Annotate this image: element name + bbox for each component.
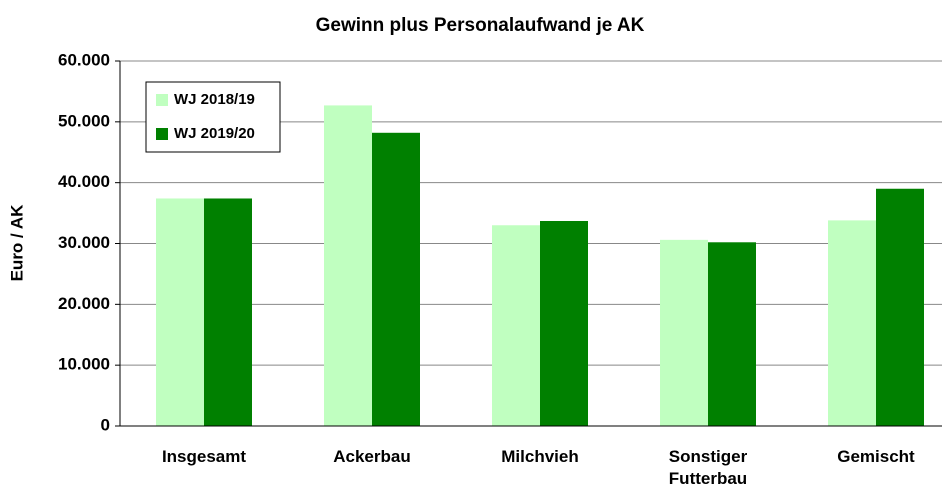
y-axis-label: Euro / AK [7, 204, 26, 282]
x-tick-label: Ackerbau [333, 447, 411, 466]
bar [492, 225, 540, 426]
x-tick-label: Milchvieh [501, 447, 579, 466]
legend-label: WJ 2019/20 [174, 125, 255, 142]
y-tick-label: 10.000 [58, 355, 110, 374]
y-tick-label: 60.000 [58, 50, 110, 69]
y-tick-label: 0 [101, 415, 110, 434]
x-tick-label: Sonstiger Futterbau [668, 447, 748, 488]
bar [372, 132, 420, 427]
chart-title: Gewinn plus Personalaufwand je AK [316, 15, 645, 36]
bar [828, 220, 876, 426]
y-tick-label: 20.000 [58, 294, 110, 313]
bar [708, 242, 756, 426]
bar [324, 105, 372, 427]
bar [204, 198, 252, 426]
y-tick-label: 50.000 [58, 111, 110, 130]
x-tick-label: Insgesamt [161, 447, 247, 466]
y-tick-label: 30.000 [58, 233, 110, 252]
y-tick-label: 40.000 [58, 172, 110, 191]
bar [876, 188, 924, 426]
bar [540, 220, 588, 426]
legend-label: WJ 2018/19 [174, 91, 255, 108]
x-tick-label: Gemischt [837, 447, 915, 466]
bar [660, 239, 708, 426]
legend-swatch [156, 128, 168, 140]
bar [156, 198, 204, 426]
legend-swatch [156, 94, 168, 106]
legend-box [145, 81, 281, 153]
